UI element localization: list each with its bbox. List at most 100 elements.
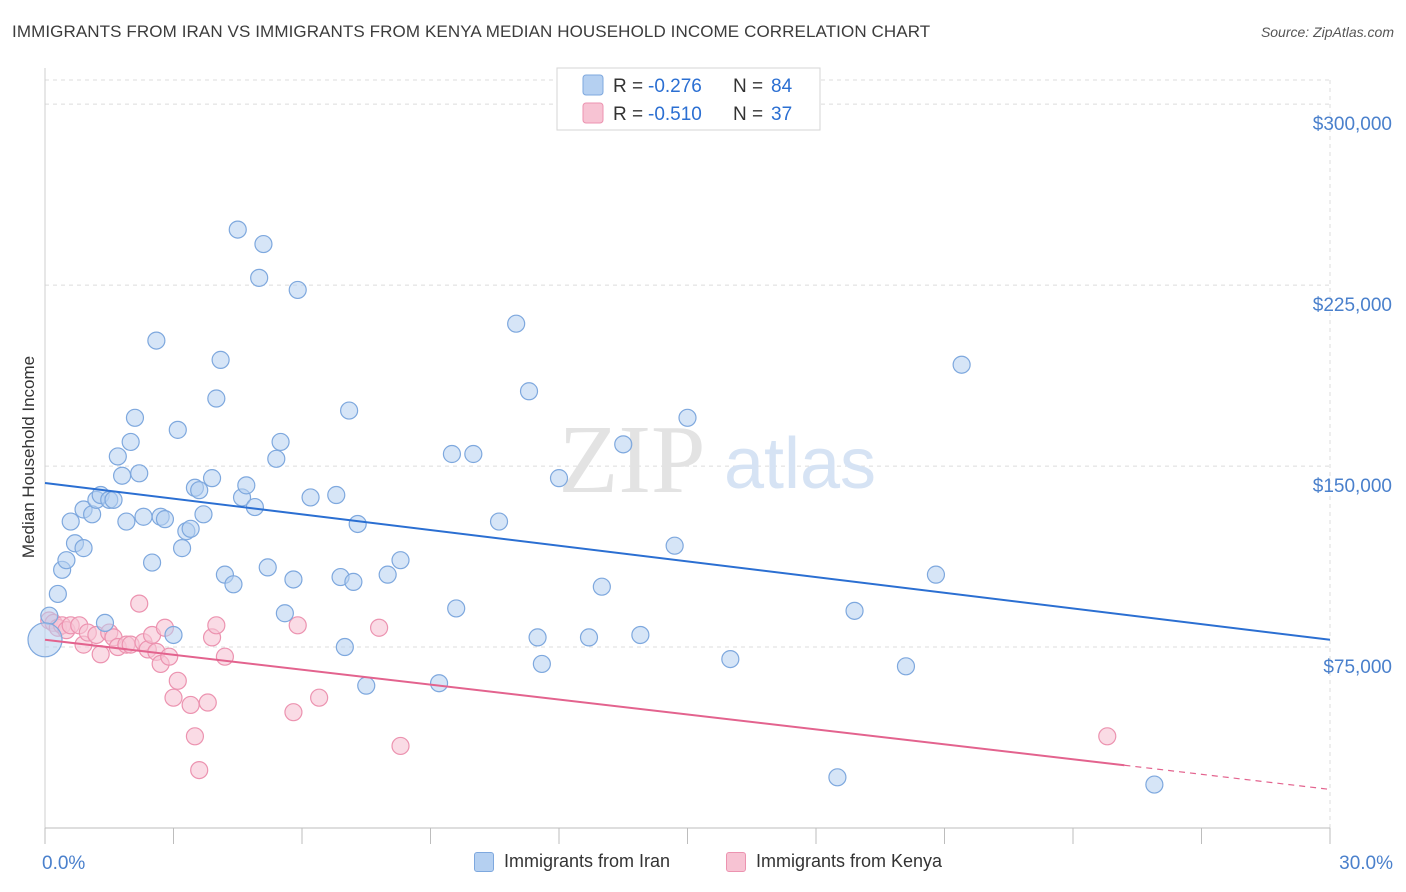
iran-point [108, 447, 127, 466]
series-iran [27, 220, 1164, 794]
iran-point [489, 512, 509, 531]
iran-point [275, 604, 294, 623]
kenya-point [207, 616, 226, 635]
iran-point [130, 464, 149, 483]
legend-iran-r-value: -0.276 [648, 76, 702, 97]
iran-point [117, 512, 136, 531]
kenya-trend-line [44, 638, 1125, 767]
kenya-point [160, 647, 179, 666]
iran-point [181, 519, 200, 538]
legend-kenya-n-value: 37 [771, 104, 792, 125]
iran-point [125, 408, 145, 427]
iran-point [74, 539, 93, 558]
y-tick-label: $75,000 [1323, 657, 1392, 678]
iran-point [258, 558, 277, 577]
legend-swatch-kenya [726, 851, 746, 872]
iran-point [507, 314, 526, 333]
kenya-point [91, 645, 110, 664]
legend-label-kenya: Immigrants from Kenya [756, 851, 943, 871]
iran-point [211, 350, 230, 369]
kenya-trend-extension [1124, 764, 1331, 790]
iran-point [447, 599, 466, 618]
iran-point [549, 469, 569, 488]
iran-point [57, 551, 76, 570]
kenya-point [288, 616, 307, 635]
kenya-point [164, 688, 183, 707]
iran-point [95, 613, 115, 633]
iran-point [142, 553, 162, 572]
iran-point [194, 505, 213, 524]
iran-point [134, 507, 153, 526]
legend-iran-swatch [582, 74, 604, 96]
iran-point [721, 649, 740, 669]
iran-point [172, 539, 192, 558]
kenya-point [215, 647, 234, 666]
watermark-atlas: atlas [724, 424, 876, 504]
legend-item-kenya: Immigrants from Kenya [726, 851, 942, 872]
kenya-point [181, 695, 200, 715]
iran-point [190, 481, 209, 500]
iran-point [614, 435, 633, 454]
iran-point [40, 606, 59, 625]
iran-point [155, 510, 175, 529]
iran-point [344, 572, 363, 591]
legend-swatch-iran [474, 851, 494, 872]
iran-point [926, 565, 946, 584]
iran-point [121, 432, 140, 452]
iran-point [357, 676, 376, 695]
iran-point [104, 490, 123, 509]
iran-point [665, 536, 684, 555]
iran-point [112, 466, 132, 485]
iran-point [254, 234, 273, 254]
iran-point [327, 485, 346, 505]
iran-point [288, 280, 307, 300]
x-tick-label: 0.0% [42, 853, 85, 874]
iran-point [340, 401, 359, 420]
iran-point [845, 601, 864, 620]
iran-point [207, 389, 226, 408]
iran-point [1145, 775, 1164, 794]
iran-point [896, 657, 916, 676]
legend-bottom: Immigrants from Iran Immigrants from Ken… [0, 851, 1406, 877]
iran-point [378, 565, 397, 584]
kenya-point [391, 736, 410, 756]
iran-point [391, 551, 410, 570]
iran-point [348, 514, 367, 534]
source-label: Source: ZipAtlas.com [1260, 24, 1394, 40]
iran-point [271, 432, 290, 452]
iran-point [464, 444, 483, 464]
iran-point [532, 654, 551, 674]
legend-iran-r-label: R = [613, 76, 643, 97]
legend-iran-n-label: N = [733, 76, 763, 97]
legend-label-iran: Immigrants from Iran [504, 851, 671, 871]
kenya-point [370, 618, 389, 637]
iran-point [250, 268, 269, 287]
iran-point [301, 488, 320, 507]
iran-point [335, 637, 354, 657]
trend-lines [44, 481, 1331, 790]
iran-point [168, 420, 187, 439]
iran-point [61, 512, 80, 531]
kenya-point [168, 671, 187, 690]
iran-point [631, 625, 650, 645]
kenya-point [190, 760, 209, 780]
iran-point [442, 444, 462, 464]
y-tick-label: $300,000 [1313, 114, 1392, 135]
y-tick-label: $150,000 [1313, 476, 1392, 497]
iran-point [678, 408, 697, 427]
legend-top: R = -0.276 N = 84 R = -0.510 N = 37 [556, 67, 821, 131]
kenya-point [185, 727, 205, 746]
legend-item-iran: Immigrants from Iran [474, 851, 670, 872]
x-tick-label: 30.0% [1339, 853, 1393, 874]
iran-point [147, 331, 166, 350]
iran-point [164, 625, 183, 645]
chart-title: IMMIGRANTS FROM IRAN VS IMMIGRANTS FROM … [12, 22, 931, 41]
y-axis-label: Median Household Income [19, 356, 38, 558]
iran-point [429, 674, 449, 693]
iran-point [592, 577, 611, 596]
iran-point [237, 476, 256, 495]
legend-iran-n-value: 84 [771, 76, 793, 97]
kenya-point [198, 693, 217, 712]
iran-point [828, 768, 847, 787]
